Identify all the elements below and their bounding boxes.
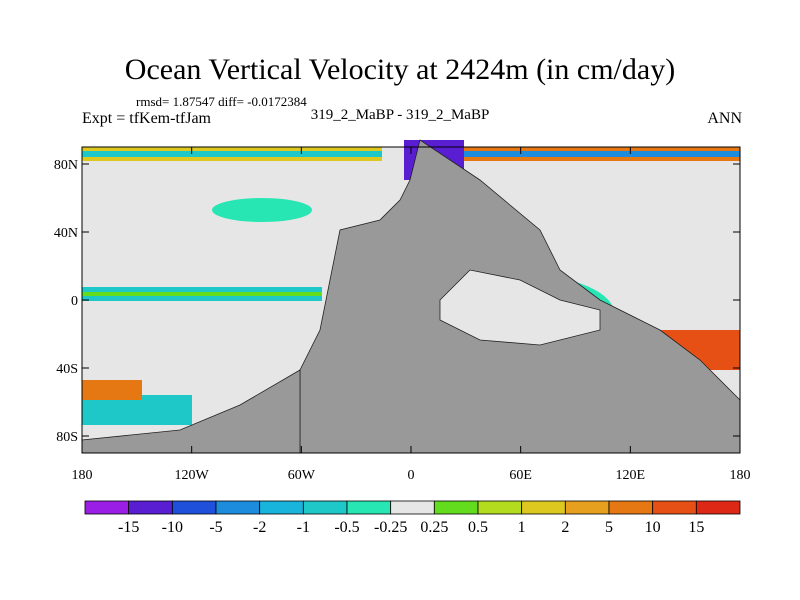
case-label: 319_2_MaBP - 319_2_MaBP: [310, 107, 490, 123]
colorbar-label: 5: [605, 519, 613, 536]
arctic-band-east-inner: [430, 151, 740, 157]
colorbar: -15 -10 -5 -2 -1 -0.5 -0.25 0.25 0.5 1 2 5 10 15: [84, 500, 741, 536]
map-frame-group: 80N 40N 0 40S 80S 180 120W 60W 0 60E 120E 180: [54, 139, 751, 483]
lat-tick-label: 40S: [56, 362, 78, 377]
colorbar-swatch: [171, 500, 217, 515]
longitude-ticks: 180 120W 60W 0 60E 120E 180: [72, 147, 751, 483]
colorbar-label: -1: [297, 519, 310, 536]
colorbar-label: -2: [253, 519, 266, 536]
colorbar-label: -0.5: [334, 519, 359, 536]
colorbar-swatch: [433, 500, 479, 515]
lat-tick-label: 0: [71, 294, 78, 309]
colorbar-label: 15: [688, 519, 704, 536]
colorbar-swatch: [390, 500, 435, 515]
colorbar-label: -10: [162, 519, 183, 536]
colorbar-label: 10: [645, 519, 661, 536]
colorbar-swatch: [521, 500, 566, 515]
stats-text: rmsd= 1.87547 diff= -0.0172384: [136, 94, 307, 109]
season-label: ANN: [707, 110, 742, 127]
colorbar-label: -5: [209, 519, 222, 536]
colorbar-swatch: [564, 500, 610, 515]
colorbar-label: 1: [518, 519, 526, 536]
colorbar-swatch: [608, 500, 654, 515]
arctic-band-inner: [82, 151, 382, 157]
lon-tick-label: 60W: [288, 468, 316, 483]
lon-tick-label: 180: [72, 468, 93, 483]
lat-tick-label: 80N: [54, 158, 78, 173]
latitude-ticks: 80N 40N 0 40S 80S: [54, 158, 740, 445]
lon-tick-label: 0: [408, 468, 415, 483]
colorbar-label: -15: [118, 519, 139, 536]
colorbar-swatch: [84, 500, 130, 515]
lon-tick-label: 60E: [509, 468, 532, 483]
lon-tick-label: 120E: [616, 468, 646, 483]
colorbar-swatch: [695, 500, 741, 515]
colorbar-swatch: [259, 500, 304, 515]
colorbar-swatch: [477, 500, 523, 515]
map-title: Ocean Vertical Velocity at 2424m (in cm/…: [124, 53, 676, 86]
colorbar-label: 2: [561, 519, 569, 536]
southern-band-warm: [82, 380, 142, 400]
colorbar-label: 0.5: [468, 519, 488, 536]
colorbar-swatch: [215, 500, 261, 515]
tethys-basin: [439, 269, 601, 346]
colorbar-swatch: [346, 500, 392, 515]
experiment-label: Expt = tfKem-tfJam: [82, 110, 211, 127]
equatorial-band-inner: [82, 292, 322, 296]
colorbar-label: 0.25: [420, 519, 448, 536]
north-pacific-patch: [212, 198, 312, 222]
colorbar-swatch: [128, 500, 173, 515]
colorbar-swatch: [652, 500, 697, 515]
colorbar-swatch: [302, 500, 348, 515]
lon-tick-label: 120W: [175, 468, 210, 483]
lat-tick-label: 40N: [54, 226, 78, 241]
lat-tick-label: 80S: [56, 430, 78, 445]
colorbar-label: -0.25: [374, 519, 407, 536]
lon-tick-label: 180: [730, 468, 751, 483]
